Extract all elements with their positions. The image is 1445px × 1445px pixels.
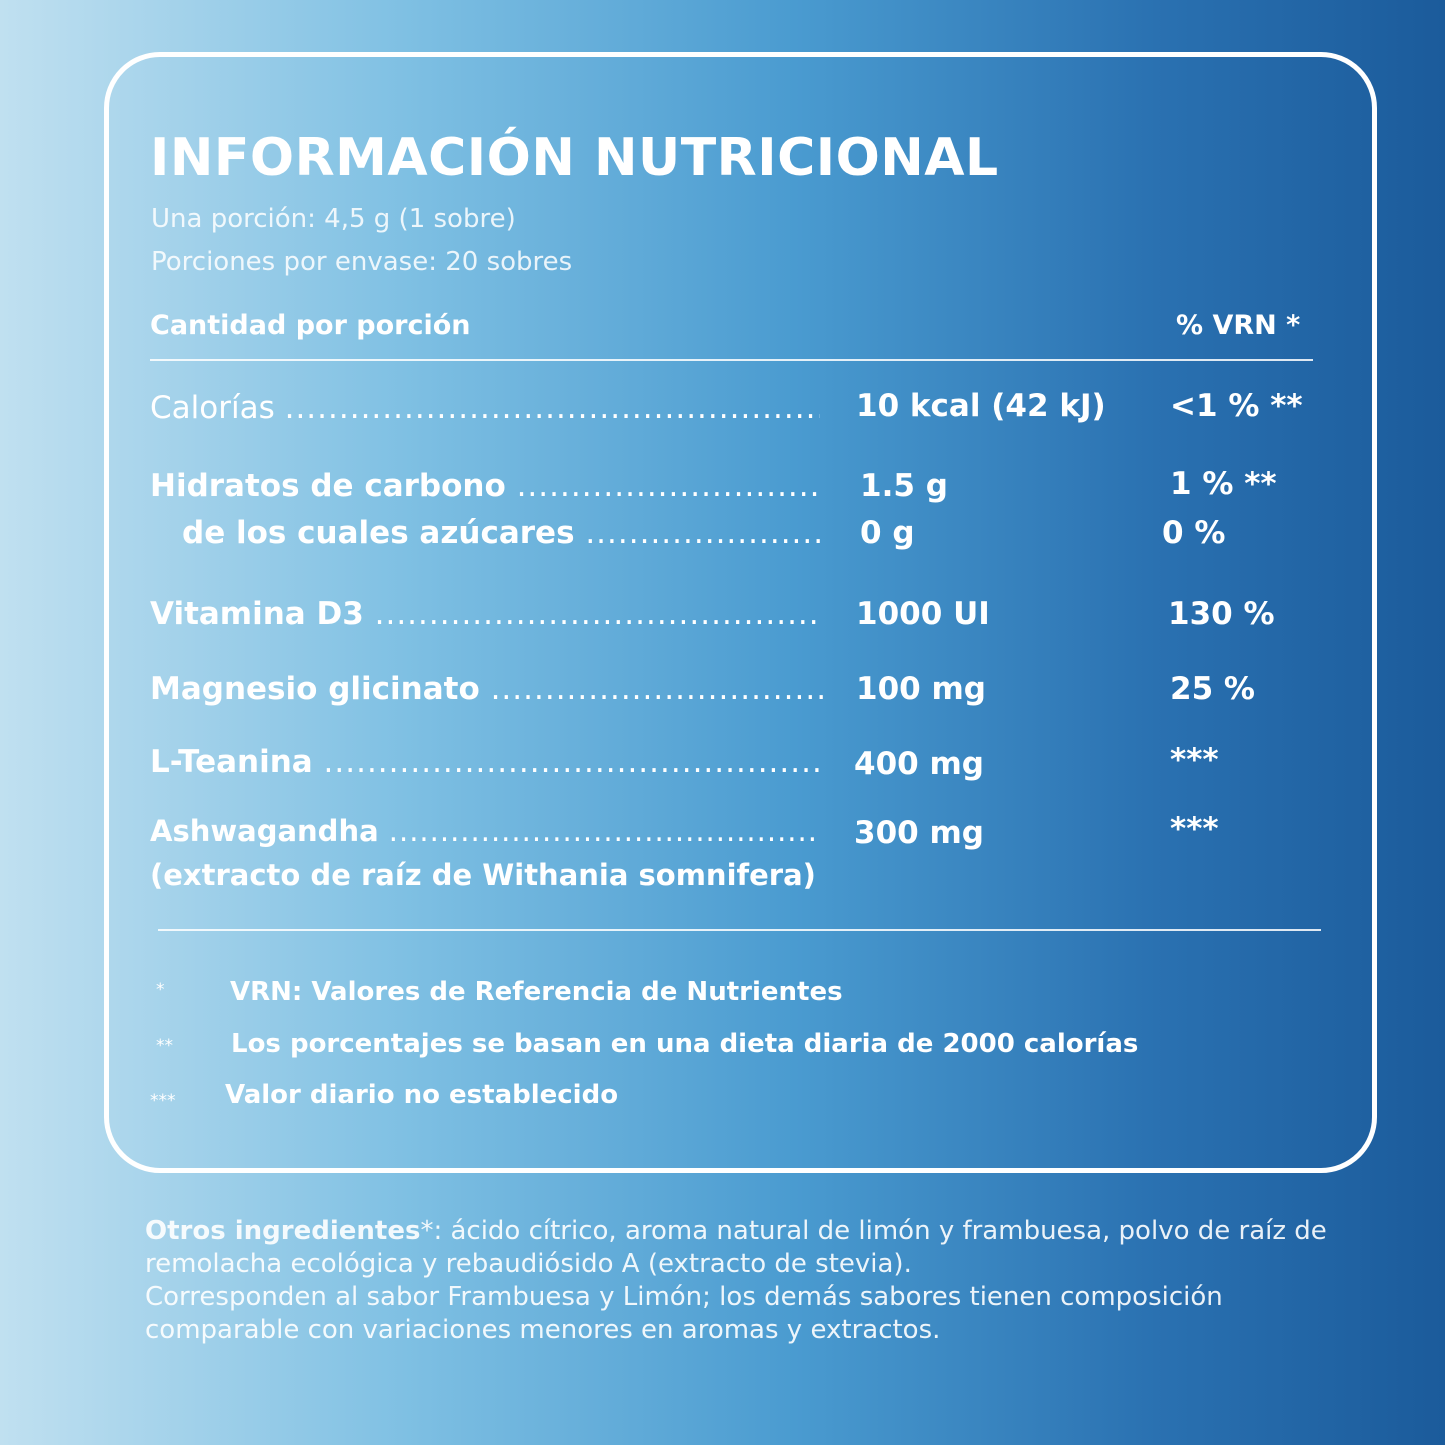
nutrient-vrn-vitamin-d3: 130 % — [1168, 596, 1275, 632]
footnote-mark-3: *** — [150, 1091, 176, 1111]
nutrient-name-calories: Calorías ...............................… — [150, 390, 820, 426]
nutrient-name-magnesium: Magnesio glicinato .....................… — [150, 671, 824, 707]
nutrient-vrn-sugars: 0 % — [1162, 515, 1226, 551]
nutrient-name-l-theanine: L-Teanina ..............................… — [150, 744, 820, 780]
nutrient-amount-l-theanine: 400 mg — [854, 746, 984, 782]
nutrient-vrn-calories: <1 % ** — [1170, 388, 1303, 424]
nutrition-card — [104, 52, 1377, 1173]
footnote-text-3: Valor diario no establecido — [225, 1080, 619, 1110]
other-ingredients-mark: * — [420, 1216, 434, 1246]
nutrient-name-sugars: de los cuales azúcares .................… — [182, 515, 820, 551]
servings-per-pack: Porciones por envase: 20 sobres — [151, 247, 573, 277]
nutrient-vrn-carbs: 1 % ** — [1170, 466, 1277, 502]
nutrient-amount-ashwagandha: 300 mg — [854, 815, 984, 851]
nutrient-vrn-ashwagandha: *** — [1170, 811, 1219, 847]
page-title: INFORMACIÓN NUTRICIONAL — [150, 128, 999, 188]
other-ingredients-text: : ácido cítrico, aroma natural de limón … — [145, 1216, 1327, 1279]
footnote-divider — [158, 929, 1321, 931]
amount-header: Cantidad por porción — [150, 310, 471, 341]
nutrient-name-ashwagandha: Ashwagandha ............................… — [150, 814, 820, 848]
nutrient-name-carbs: Hidratos de carbono ....................… — [150, 468, 820, 504]
nutrient-amount-sugars: 0 g — [860, 515, 915, 551]
other-ingredients: Otros ingredientes*: ácido cítrico, arom… — [145, 1215, 1375, 1347]
nutrient-amount-calories: 10 kcal (42 kJ) — [856, 388, 1106, 424]
vrn-header: % VRN * — [1176, 310, 1301, 341]
header-divider — [150, 359, 1313, 361]
footnote-mark-1: * — [156, 980, 165, 1000]
footnote-mark-2: ** — [156, 1036, 173, 1056]
nutrient-amount-magnesium: 100 mg — [856, 671, 986, 707]
serving-size: Una porción: 4,5 g (1 sobre) — [151, 204, 516, 234]
other-ingredients-label: Otros ingredientes — [145, 1216, 421, 1246]
nutrient-vrn-magnesium: 25 % — [1170, 671, 1255, 707]
nutrient-name-ashwagandha-sub: (extracto de raíz de Withania somnifera) — [150, 858, 816, 892]
nutrient-name-vitamin-d3: Vitamina D3 ............................… — [150, 596, 820, 632]
flavor-note: Corresponden al sabor Frambuesa y Limón;… — [145, 1282, 1223, 1345]
footnote-text-2: Los porcentajes se basan en una dieta di… — [231, 1029, 1139, 1059]
footnote-text-1: VRN: Valores de Referencia de Nutrientes — [230, 977, 843, 1007]
nutrient-amount-vitamin-d3: 1000 UI — [856, 596, 990, 632]
nutrient-amount-carbs: 1.5 g — [860, 468, 948, 504]
nutrient-vrn-l-theanine: *** — [1170, 742, 1219, 778]
